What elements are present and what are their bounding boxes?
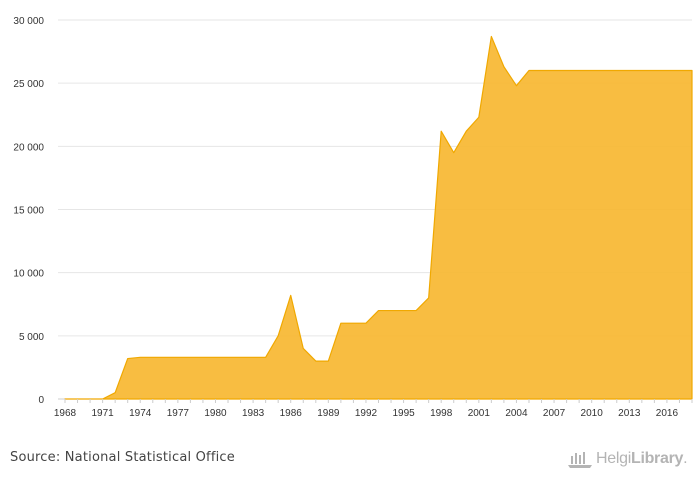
x-tick-label: 1998 [430,408,453,419]
y-tick-label: 0 [38,395,44,406]
x-tick-label: 1989 [317,408,340,419]
y-tick-label: 20 000 [13,142,44,153]
x-tick-label: 2016 [656,408,679,419]
x-tick-label: 2010 [581,408,604,419]
brand-name: HelgiLibrary. [596,450,688,467]
x-tick-label: 2007 [543,408,566,419]
x-tick-label: 1980 [204,408,227,419]
x-tick-label: 1995 [392,408,415,419]
brand-logo[interactable]: HelgiLibrary. [568,448,688,470]
x-tick-label: 1974 [129,408,152,419]
y-tick-label: 25 000 [13,79,44,90]
y-tick-label: 15 000 [13,206,44,217]
x-tick-label: 1968 [54,408,77,419]
y-tick-label: 5 000 [19,332,44,343]
x-tick-label: 1992 [355,408,378,419]
x-tick-label: 2013 [618,408,641,419]
x-tick-label: 2001 [468,408,491,419]
x-tick-label: 1977 [167,408,190,419]
x-tick-label: 1983 [242,408,265,419]
x-tick-label: 1971 [91,408,114,419]
x-tick-label: 1986 [280,408,303,419]
x-axis: 1968 1971 1974 1977 1980 1983 1986 1989 1992 1995… [54,399,693,419]
helgi-library-logo-icon [568,452,592,468]
y-axis: 0 5 000 10 000 15 000 20 000 25 000 30 000 [13,16,44,406]
x-tick-label: 2004 [505,408,528,419]
y-tick-label: 10 000 [13,269,44,280]
area-series-path [64,35,693,400]
y-tick-label: 30 000 [13,16,44,27]
source-note: Source: National Statistical Office [10,450,235,465]
gridlines [58,19,692,400]
area-chart: 0 5 000 10 000 15 000 20 000 25 000 30 000 196… [13,16,693,419]
series-area [64,35,693,400]
